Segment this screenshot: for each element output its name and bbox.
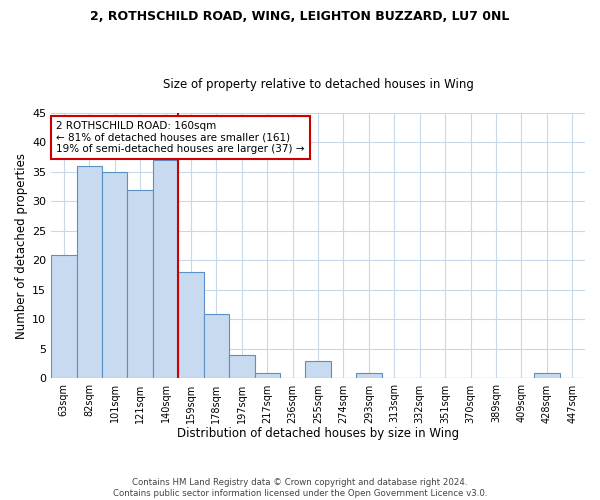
Bar (153, 160, 178, 378)
X-axis label: Distribution of detached houses by size in Wing: Distribution of detached houses by size … (177, 427, 459, 440)
Bar (77, 166, 102, 378)
Y-axis label: Number of detached properties: Number of detached properties (15, 152, 28, 338)
Bar (102, 172, 127, 378)
Bar (534, 372, 560, 378)
Bar (178, 272, 203, 378)
Text: 2, ROTHSCHILD ROAD, WING, LEIGHTON BUZZARD, LU7 0NL: 2, ROTHSCHILD ROAD, WING, LEIGHTON BUZZA… (91, 10, 509, 23)
Bar (203, 314, 229, 378)
Bar (305, 361, 331, 378)
Bar (127, 190, 153, 378)
Bar (356, 372, 382, 378)
Text: Contains HM Land Registry data © Crown copyright and database right 2024.
Contai: Contains HM Land Registry data © Crown c… (113, 478, 487, 498)
Bar (229, 355, 254, 378)
Bar (51, 254, 77, 378)
Title: Size of property relative to detached houses in Wing: Size of property relative to detached ho… (163, 78, 473, 91)
Bar (254, 372, 280, 378)
Text: 2 ROTHSCHILD ROAD: 160sqm
← 81% of detached houses are smaller (161)
19% of semi: 2 ROTHSCHILD ROAD: 160sqm ← 81% of detac… (56, 121, 305, 154)
